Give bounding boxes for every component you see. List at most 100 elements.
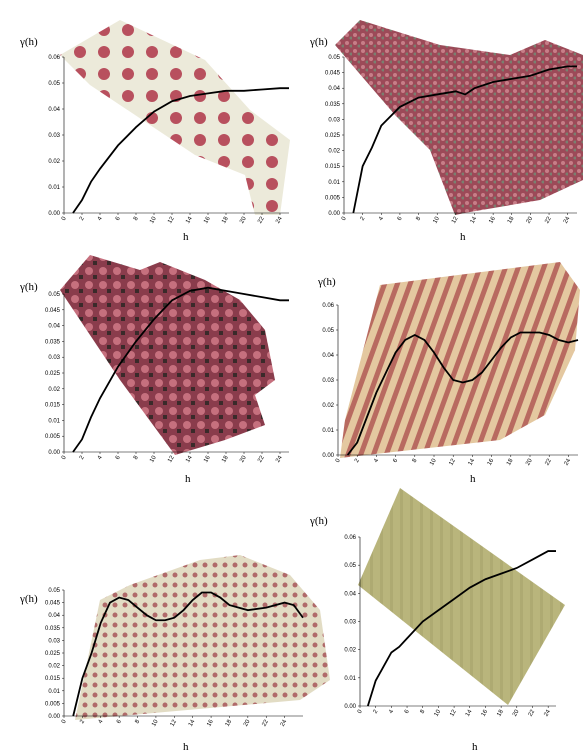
y-tick-label: 0.005 bbox=[45, 701, 61, 707]
variogram-panel: 0.00 0.005 0.01 0.015 0.02 0.025 0.03 0.035 0.04… bbox=[19, 281, 289, 485]
variogram-line bbox=[72, 591, 304, 717]
x-tick-label: 20 bbox=[239, 454, 248, 463]
y-tick-label: 0.06 bbox=[322, 303, 334, 309]
x-tick-label: 8 bbox=[415, 215, 422, 221]
x-tick-label: 14 bbox=[468, 457, 477, 466]
x-tick-label: 6 bbox=[392, 457, 399, 463]
x-tick-label: 22 bbox=[544, 215, 553, 224]
x-tick-label: 6 bbox=[116, 718, 123, 724]
y-axis-label: γ(h) bbox=[19, 36, 38, 48]
y-tick-label: 0.03 bbox=[48, 133, 60, 139]
y-tick-label: 0.045 bbox=[45, 601, 61, 607]
x-tick-label: 16 bbox=[206, 718, 215, 727]
x-tick-label: 10 bbox=[434, 708, 443, 717]
x-tick-label: 24 bbox=[275, 454, 284, 463]
x-tick-label: 8 bbox=[420, 708, 427, 714]
x-axis-label: h bbox=[183, 741, 189, 753]
y-axis-label: γ(h) bbox=[317, 276, 336, 288]
y-tick-label: 0.05 bbox=[344, 563, 356, 569]
variogram-panel: 0.000.010.020.030.040.050.060 2 4 6 8 10 12 14 1… bbox=[317, 276, 579, 485]
x-tick-label: 12 bbox=[448, 457, 457, 466]
aerial-image bbox=[358, 488, 565, 705]
x-tick-label: 22 bbox=[544, 457, 553, 466]
y-tick-label: 0.05 bbox=[48, 81, 60, 87]
x-tick-label: 0 bbox=[61, 454, 68, 460]
y-tick-label: 0.045 bbox=[45, 308, 61, 314]
x-tick-label: 0 bbox=[61, 718, 68, 724]
x-tick-label: 4 bbox=[388, 708, 395, 714]
x-tick-label: 4 bbox=[97, 215, 104, 221]
x-tick-label: 12 bbox=[449, 708, 458, 717]
y-tick-label: 0.025 bbox=[325, 133, 341, 139]
variogram-line bbox=[72, 87, 289, 214]
variogram-panel: 0.000.010.020.030.040.050.060 2 4 6 8 10 12 14 1… bbox=[19, 36, 289, 243]
x-tick-label: 12 bbox=[167, 454, 176, 463]
y-tick-label: 0.01 bbox=[48, 418, 60, 424]
x-tick-label: 2 bbox=[79, 454, 86, 460]
x-tick-label: 4 bbox=[373, 457, 380, 463]
x-tick-label: 14 bbox=[185, 454, 194, 463]
y-tick-label: 0.03 bbox=[48, 355, 60, 361]
y-tick-label: 0.04 bbox=[322, 353, 334, 359]
x-tick-label: 24 bbox=[564, 457, 573, 466]
y-tick-label: 0.02 bbox=[48, 664, 60, 670]
x-tick-label: 22 bbox=[257, 454, 266, 463]
x-tick-label: 14 bbox=[185, 215, 194, 224]
x-tick-label: 2 bbox=[360, 215, 367, 221]
x-tick-label: 20 bbox=[526, 215, 535, 224]
x-tick-label: 18 bbox=[221, 215, 230, 224]
variogram-panel: 0.00 0.005 0.01 0.015 0.02 0.025 0.03 0.035 0.04… bbox=[309, 36, 577, 243]
y-tick-label: 0.03 bbox=[344, 620, 356, 626]
y-tick-label: 0.01 bbox=[344, 676, 356, 682]
x-tick-label: 18 bbox=[225, 718, 234, 727]
variogram-line bbox=[366, 550, 556, 707]
y-tick-label: 0.05 bbox=[48, 292, 60, 298]
x-tick-label: 2 bbox=[354, 457, 361, 463]
x-axis-label: h bbox=[470, 473, 476, 485]
x-tick-label: 16 bbox=[487, 457, 496, 466]
x-tick-label: 12 bbox=[169, 718, 178, 727]
x-axis-label: h bbox=[185, 473, 191, 485]
x-tick-label: 10 bbox=[429, 457, 438, 466]
variogram-line bbox=[352, 65, 577, 214]
x-tick-label: 20 bbox=[525, 457, 534, 466]
x-tick-label: 2 bbox=[79, 215, 86, 221]
x-tick-label: 24 bbox=[543, 708, 552, 717]
y-tick-label: 0.06 bbox=[344, 535, 356, 541]
y-tick-label: 0.015 bbox=[45, 676, 61, 682]
x-tick-label: 0 bbox=[357, 708, 364, 714]
x-tick-label: 12 bbox=[167, 215, 176, 224]
y-tick-label: 0.00 bbox=[344, 704, 356, 710]
x-tick-label: 20 bbox=[243, 718, 252, 727]
y-axis-label: γ(h) bbox=[309, 515, 328, 527]
x-axis-label: h bbox=[183, 231, 189, 243]
x-tick-label: 22 bbox=[528, 708, 537, 717]
y-tick-label: 0.035 bbox=[325, 102, 341, 108]
y-tick-label: 0.00 bbox=[322, 453, 334, 459]
x-tick-label: 4 bbox=[97, 454, 104, 460]
y-tick-label: 0.03 bbox=[322, 378, 334, 384]
y-tick-label: 0.005 bbox=[325, 195, 341, 201]
x-tick-label: 18 bbox=[506, 457, 515, 466]
y-tick-label: 0.04 bbox=[48, 613, 60, 619]
x-tick-label: 6 bbox=[404, 708, 411, 714]
aerial-image bbox=[60, 20, 290, 215]
y-tick-label: 0.00 bbox=[48, 450, 60, 456]
x-tick-label: 16 bbox=[481, 708, 490, 717]
y-tick-label: 0.045 bbox=[325, 71, 341, 77]
x-tick-label: 24 bbox=[280, 718, 289, 727]
x-tick-label: 18 bbox=[507, 215, 516, 224]
x-tick-label: 12 bbox=[451, 215, 460, 224]
x-tick-label: 2 bbox=[373, 708, 380, 714]
y-tick-label: 0.015 bbox=[325, 164, 341, 170]
x-tick-label: 18 bbox=[221, 454, 230, 463]
y-tick-label: 0.04 bbox=[328, 86, 340, 92]
x-tick-label: 14 bbox=[465, 708, 474, 717]
x-tick-label: 18 bbox=[496, 708, 505, 717]
y-tick-label: 0.015 bbox=[45, 403, 61, 409]
aerial-image bbox=[60, 255, 275, 455]
x-axis-label: h bbox=[460, 231, 466, 243]
y-tick-label: 0.00 bbox=[48, 714, 60, 720]
x-tick-label: 10 bbox=[432, 215, 441, 224]
